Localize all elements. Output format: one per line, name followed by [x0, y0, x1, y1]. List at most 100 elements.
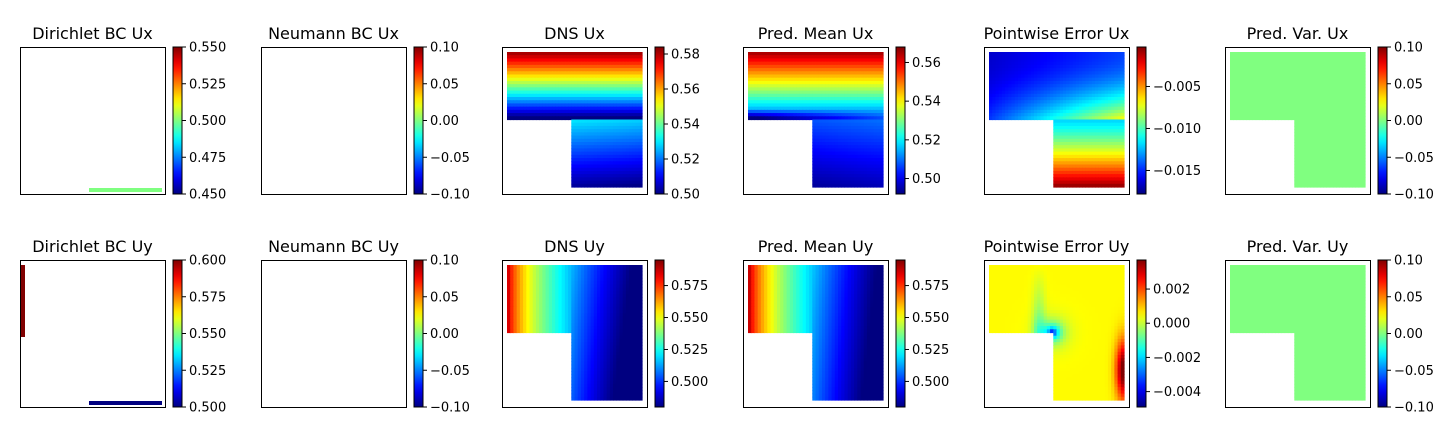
heatmap-cell	[1342, 77, 1347, 82]
heatmap-cell	[873, 116, 878, 121]
heatmap-cell	[603, 64, 608, 69]
heatmap-cell	[561, 103, 566, 108]
heatmap-cell	[590, 80, 595, 85]
heatmap-cell	[796, 55, 801, 60]
heatmap-cell	[818, 97, 823, 101]
heatmap-cell	[1107, 122, 1112, 127]
heatmap-cell	[558, 55, 563, 60]
heatmap-cell	[1236, 58, 1241, 63]
heatmap-cell	[1271, 55, 1276, 60]
heatmap-cell	[1014, 80, 1019, 85]
heatmap-cell	[1255, 90, 1260, 95]
heatmap-cell	[1011, 80, 1016, 85]
heatmap-cell	[751, 116, 756, 121]
heatmap-cell	[1117, 109, 1122, 114]
heatmap-cell	[870, 68, 874, 72]
heatmap-cell	[1265, 97, 1270, 101]
heatmap-cell	[879, 177, 884, 182]
heatmap-cell	[1024, 100, 1029, 105]
heatmap-cell	[1066, 167, 1070, 172]
heatmap-cell	[1091, 61, 1096, 66]
heatmap-cell	[580, 93, 585, 98]
heatmap-cell	[542, 109, 547, 114]
heatmap-cell	[812, 113, 817, 117]
heatmap-cell	[619, 113, 624, 117]
heatmap-cell	[629, 97, 633, 101]
heatmap-cell	[548, 52, 553, 56]
heatmap-cell	[613, 129, 617, 133]
heatmap-cell	[1072, 183, 1077, 188]
heatmap-cell	[1303, 90, 1308, 95]
heatmap-cell	[773, 80, 778, 85]
heatmap-cell	[866, 158, 871, 162]
heatmap-cell	[1307, 87, 1311, 92]
heatmap-cell	[513, 77, 518, 82]
heatmap-cell	[1236, 80, 1241, 85]
heatmap-cell	[635, 148, 640, 153]
heatmap-cell	[1056, 129, 1061, 133]
heatmap-cell	[593, 77, 598, 82]
heatmap-cell	[616, 55, 621, 60]
heatmap-cell	[590, 90, 595, 95]
heatmap-cell	[796, 77, 801, 82]
heatmap-cell	[767, 80, 772, 85]
heatmap-cell	[584, 74, 588, 79]
heatmap-cell	[606, 132, 611, 137]
heatmap-cell	[1017, 93, 1022, 98]
heatmap-cell	[625, 97, 630, 101]
heatmap-cell	[1310, 103, 1315, 108]
heatmap-cell	[1082, 74, 1087, 79]
heatmap-cell	[1030, 103, 1035, 108]
heatmap-cell	[1101, 52, 1106, 56]
heatmap-cell	[1107, 154, 1112, 159]
heatmap-cell	[1313, 106, 1318, 111]
heatmap-cell	[866, 109, 871, 114]
heatmap-cell	[767, 113, 772, 117]
heatmap-cell	[1320, 84, 1324, 88]
heatmap-cell	[532, 77, 537, 82]
heatmap-cell	[1111, 64, 1115, 69]
heatmap-cell	[523, 90, 527, 95]
heatmap-cell	[1117, 142, 1122, 146]
heatmap-cell	[1352, 113, 1356, 117]
heatmap-cell	[1329, 55, 1334, 60]
heatmap-cell	[1233, 55, 1238, 60]
heatmap-cell	[1030, 74, 1035, 79]
heatmap-cell	[866, 174, 871, 178]
heatmap-cell	[587, 138, 592, 143]
heatmap-cell	[1329, 52, 1334, 56]
heatmap-cell	[1107, 55, 1112, 60]
heatmap-cell	[629, 55, 633, 60]
heatmap-cell	[1043, 80, 1048, 85]
heatmap-cell	[1255, 93, 1260, 98]
heatmap-cell	[545, 97, 550, 101]
heatmap-cell	[757, 113, 762, 117]
heatmap-cell	[1069, 119, 1074, 124]
heatmap-cell	[854, 77, 858, 82]
heatmap-cell	[1258, 71, 1263, 76]
heatmap-cell	[1307, 61, 1311, 66]
heatmap-cell	[1085, 132, 1090, 137]
heatmap-cell	[613, 116, 617, 121]
heatmap-cell	[1236, 93, 1241, 98]
heatmap-cell	[1297, 61, 1302, 66]
heatmap-cell	[590, 93, 595, 98]
heatmap-cell	[1111, 68, 1115, 72]
heatmap-cell	[1114, 64, 1119, 69]
heatmap-cell	[529, 93, 534, 98]
heatmap-cell	[545, 109, 550, 114]
heatmap-cell	[1332, 90, 1337, 95]
heatmap-cell	[1329, 103, 1334, 108]
heatmap-cell	[805, 97, 810, 101]
heatmap-cell	[1239, 90, 1244, 95]
heatmap-cell	[1098, 116, 1103, 121]
heatmap-cell	[1287, 71, 1292, 76]
heatmap-cell	[593, 148, 598, 153]
heatmap-cell	[989, 68, 993, 72]
heatmap-cell	[1316, 103, 1321, 108]
heatmap-cell	[1352, 80, 1356, 85]
heatmap-cell	[809, 106, 813, 111]
heatmap-cell	[815, 135, 820, 140]
heatmap-cell	[1246, 55, 1250, 60]
heatmap-cell	[1098, 68, 1103, 72]
